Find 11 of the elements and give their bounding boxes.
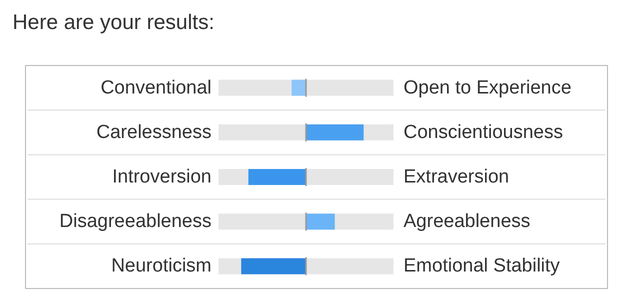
y-tick-label: Carelessness [96,122,212,143]
y-tick-label: Neuroticism [111,256,212,277]
chart-title: Here are your results: [12,11,214,34]
text: Open to Experience [404,77,572,98]
y-tick-label: Introversion [112,166,212,188]
y-tick-label: Disagreeableness [59,211,212,232]
text: Emotional Stability [404,256,560,277]
text: Extraversion [404,166,510,188]
y-tick-label: Conventional [100,77,212,98]
text: Conscientiousness [404,122,563,143]
text: Agreeableness [404,211,530,232]
